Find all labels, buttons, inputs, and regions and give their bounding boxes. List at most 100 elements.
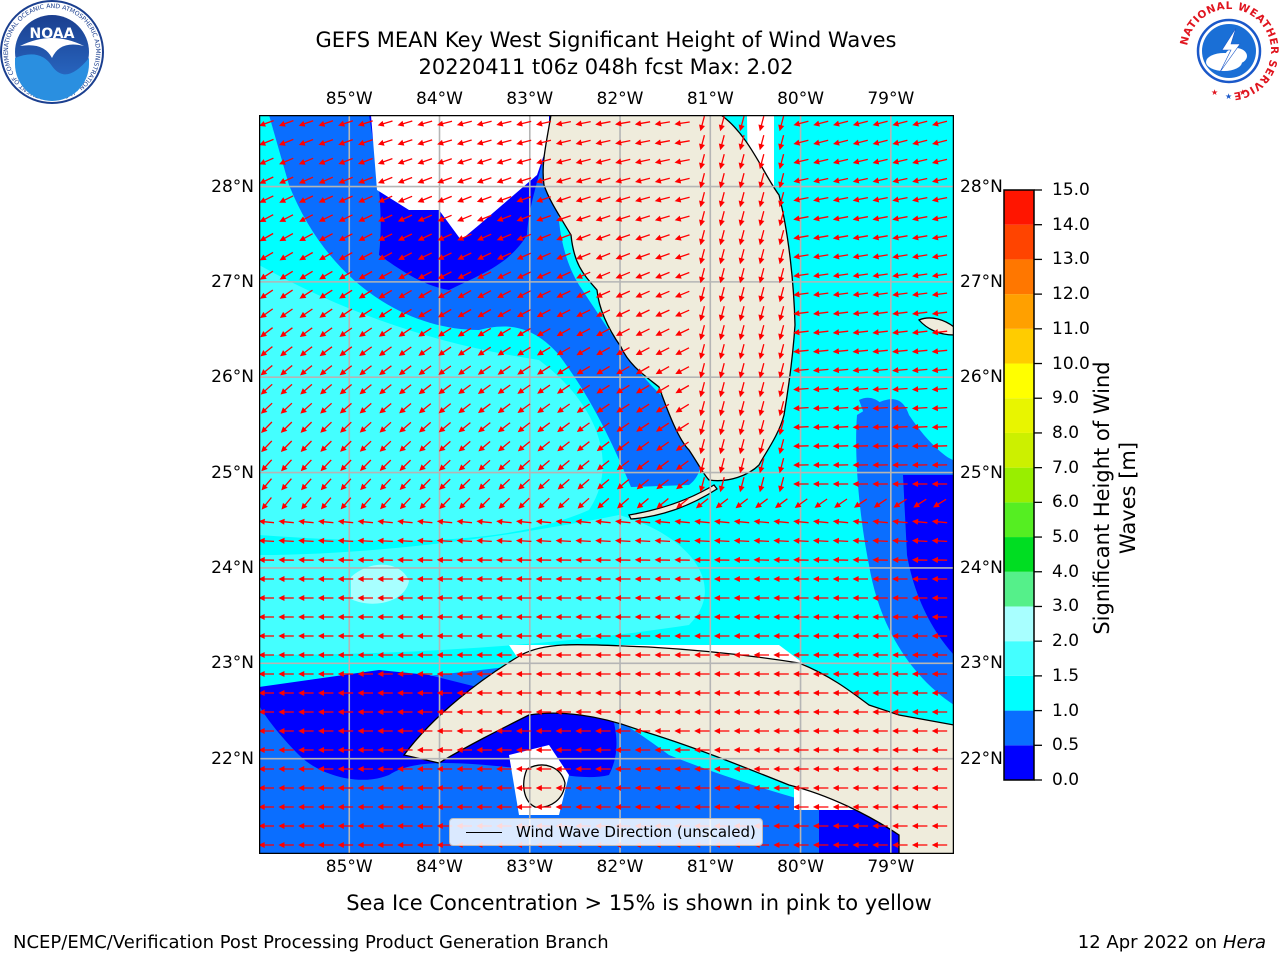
wind-wave-arrow	[634, 708, 651, 716]
wind-wave-arrow	[555, 746, 571, 754]
wind-wave-arrow	[753, 670, 769, 678]
wind-wave-arrow	[359, 402, 372, 414]
wind-wave-arrow	[417, 139, 433, 146]
wind-wave-arrow	[575, 575, 591, 583]
wind-wave-arrow	[575, 651, 591, 659]
wind-wave-arrow	[812, 594, 829, 602]
wind-wave-arrow	[458, 384, 471, 394]
wind-wave-arrow	[278, 841, 294, 849]
wind-wave-arrow	[694, 518, 710, 525]
wind-wave-arrow	[654, 556, 671, 563]
wind-wave-arrow	[718, 230, 725, 246]
wind-wave-arrow	[337, 784, 354, 792]
wind-wave-arrow	[655, 290, 670, 298]
wind-wave-arrow	[515, 670, 532, 678]
wind-wave-arrow	[654, 613, 670, 621]
wind-wave-arrow	[317, 575, 334, 583]
wind-wave-arrow	[357, 120, 373, 127]
wind-wave-arrow	[436, 784, 453, 792]
wind-wave-arrow	[298, 841, 314, 849]
wind-wave-arrow	[753, 689, 769, 697]
wind-wave-arrow	[417, 176, 433, 184]
wind-wave-arrow	[416, 746, 433, 754]
wind-wave-arrow	[718, 401, 725, 417]
wind-wave-arrow	[812, 765, 829, 773]
wind-wave-arrow	[773, 537, 789, 544]
wind-wave-arrow	[418, 346, 432, 356]
wind-wave-arrow	[318, 214, 333, 222]
wind-wave-arrow	[832, 613, 849, 621]
wind-wave-arrow	[261, 497, 272, 510]
wind-wave-arrow	[496, 651, 512, 659]
wind-wave-arrow	[758, 287, 765, 303]
wind-wave-arrow	[476, 613, 492, 621]
lat-tick-right: 27°N	[960, 271, 1003, 292]
wind-wave-arrow	[674, 651, 690, 659]
wind-wave-arrow	[892, 405, 908, 412]
wind-wave-arrow	[357, 765, 373, 773]
wind-wave-arrow	[496, 139, 512, 146]
wind-wave-arrow	[832, 632, 849, 640]
wind-wave-arrow	[300, 421, 313, 433]
wind-wave-arrow	[497, 384, 511, 394]
wind-wave-arrow	[379, 459, 392, 471]
wind-wave-arrow	[718, 382, 725, 398]
wind-wave-arrow	[398, 346, 412, 356]
wind-wave-arrow	[931, 556, 948, 563]
wind-wave-arrow	[496, 613, 512, 621]
wind-wave-arrow	[634, 803, 651, 811]
wind-wave-arrow	[694, 708, 710, 716]
wind-wave-arrow	[337, 841, 354, 849]
wind-wave-arrow	[438, 346, 452, 356]
wind-wave-arrow	[337, 727, 354, 735]
wind-wave-arrow	[536, 252, 551, 260]
wind-wave-arrow	[595, 632, 611, 640]
wind-wave-arrow	[852, 689, 868, 697]
wind-wave-arrow	[340, 478, 352, 491]
wind-wave-arrow	[852, 651, 868, 659]
wind-wave-arrow	[457, 346, 472, 356]
wind-wave-arrow	[853, 498, 868, 508]
wind-wave-arrow	[418, 403, 432, 414]
colorbar-tick-label: 2.0	[1052, 631, 1080, 652]
wind-wave-arrow	[516, 120, 532, 127]
wind-wave-arrow	[378, 308, 393, 318]
wind-wave-arrow	[812, 480, 829, 488]
wind-wave-arrow	[595, 594, 611, 602]
lon-tick-top: 79°W	[867, 89, 915, 109]
wind-wave-arrow	[892, 784, 908, 792]
wind-wave-arrow	[655, 271, 670, 279]
wind-wave-arrow	[319, 327, 333, 337]
wind-wave-arrow	[436, 746, 453, 754]
wind-wave-arrow	[397, 822, 413, 830]
wind-wave-arrow	[378, 271, 393, 280]
wind-wave-arrow	[518, 478, 531, 490]
wind-wave-arrow	[694, 556, 710, 563]
wind-wave-arrow	[832, 196, 849, 203]
wind-wave-arrow	[281, 497, 292, 510]
wind-wave-arrow	[281, 478, 292, 491]
legend-label: Wind Wave Direction (unscaled)	[516, 823, 756, 841]
wind-wave-arrow	[931, 727, 948, 735]
wind-wave-arrow	[718, 344, 725, 360]
wind-wave-arrow	[320, 497, 332, 510]
wind-wave-arrow	[317, 841, 334, 849]
wind-wave-arrow	[556, 309, 571, 317]
wind-wave-arrow	[555, 120, 572, 127]
wind-wave-arrow	[872, 708, 888, 716]
wind-wave-arrow	[318, 176, 334, 184]
wind-wave-arrow	[515, 689, 532, 697]
wind-wave-arrow	[872, 196, 888, 203]
wind-wave-arrow	[758, 192, 765, 208]
no-data-nw	[371, 115, 549, 240]
wind-wave-arrow	[496, 727, 512, 735]
wind-wave-arrow	[676, 498, 689, 509]
wind-wave-arrow	[261, 478, 272, 491]
wind-wave-arrow	[260, 365, 273, 376]
wind-wave-arrow	[872, 424, 888, 431]
wind-wave-arrow	[778, 477, 785, 493]
wind-wave-arrow	[476, 214, 492, 222]
wind-wave-arrow	[301, 478, 312, 491]
colorbar-tick-label: 12.0	[1052, 284, 1090, 305]
wind-wave-arrow	[496, 594, 512, 602]
